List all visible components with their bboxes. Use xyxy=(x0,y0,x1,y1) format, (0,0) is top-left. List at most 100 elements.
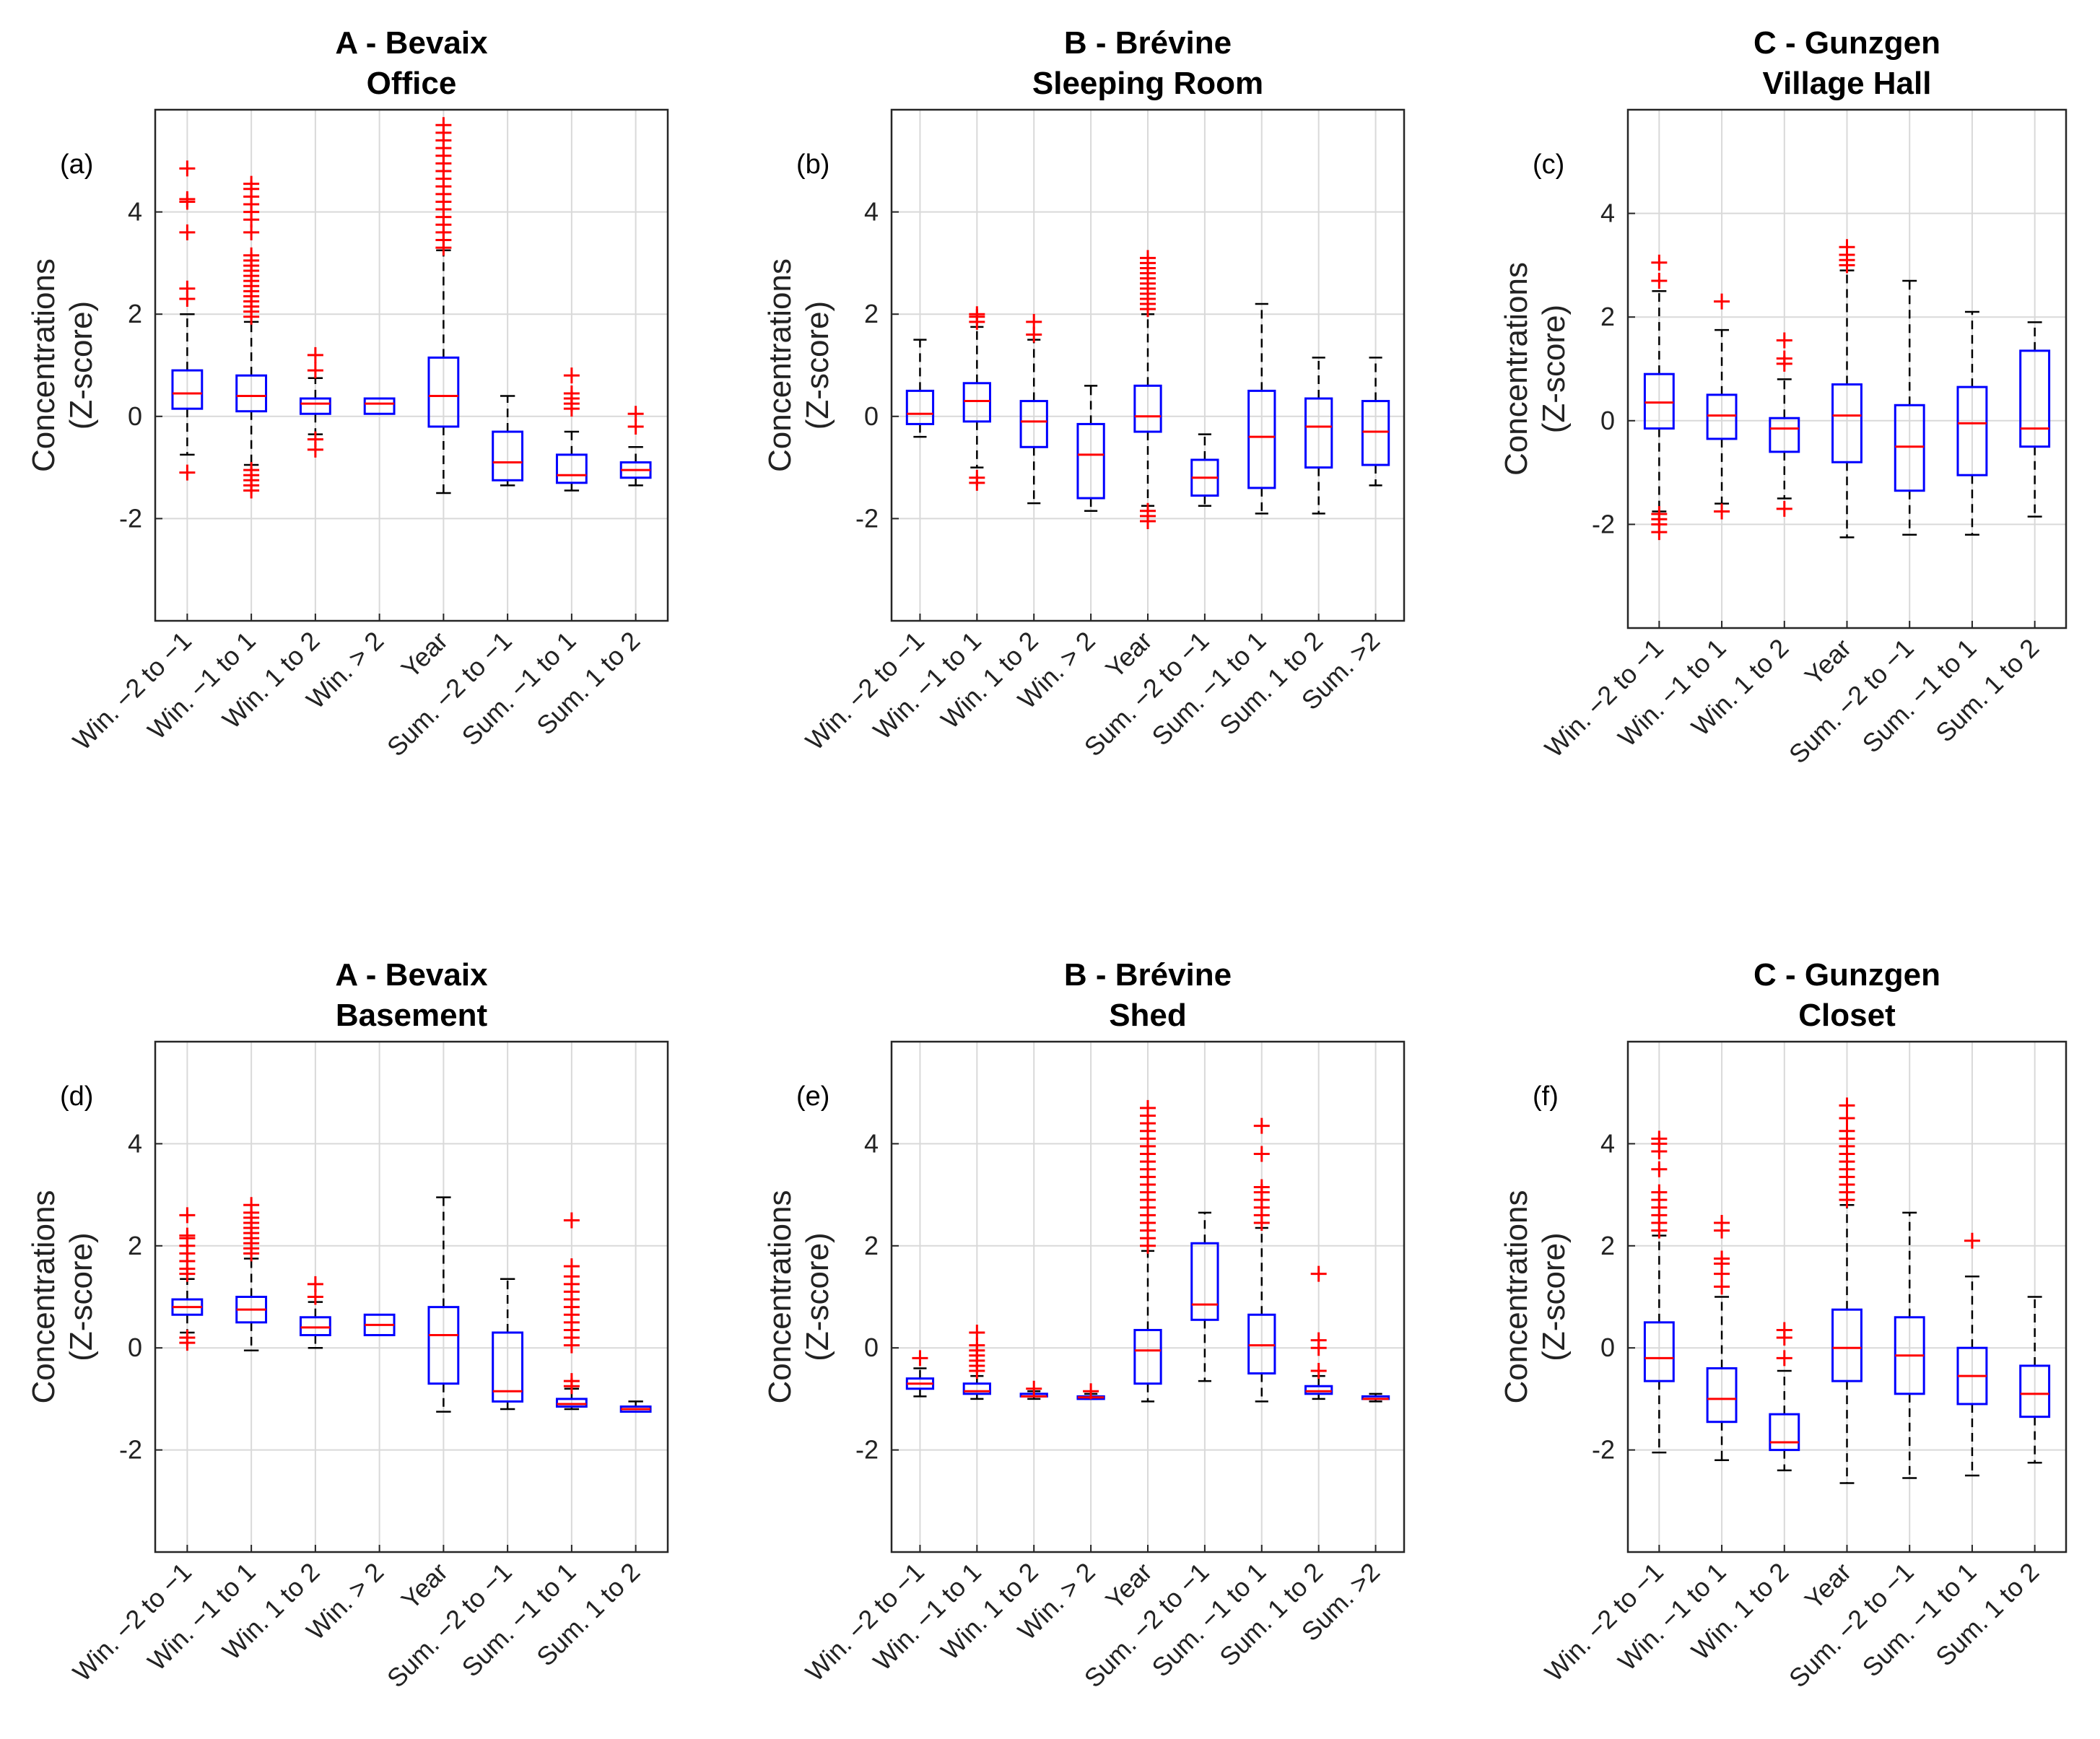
box-iqr xyxy=(555,1398,588,1408)
box-4 xyxy=(1076,1383,1105,1400)
box-iqr xyxy=(1643,1321,1675,1382)
y-tick-label: 2 xyxy=(1600,1231,1615,1260)
chart-subtitle: Closet xyxy=(1798,998,1896,1033)
box-7 xyxy=(555,367,588,492)
y-axis-label-unit: (Z-score) xyxy=(800,301,835,430)
box-5 xyxy=(1133,1099,1162,1403)
y-tick-label: 4 xyxy=(1600,199,1615,228)
chart-title: B - Brévine xyxy=(1064,25,1232,61)
y-tick-label: 2 xyxy=(864,1231,879,1260)
y-tick-label: 0 xyxy=(1600,406,1615,435)
box-6 xyxy=(492,1278,524,1411)
outlier-marker xyxy=(307,431,323,448)
y-axis-label: Concentrations xyxy=(762,258,798,472)
y-tick-label: -2 xyxy=(855,503,879,533)
outlier-marker xyxy=(1776,1322,1792,1338)
box-2 xyxy=(1706,1214,1738,1461)
outlier-marker xyxy=(179,191,196,207)
box-5 xyxy=(427,117,460,494)
outlier-marker xyxy=(969,469,985,486)
outlier-marker xyxy=(179,160,196,177)
outlier-marker xyxy=(1253,1117,1270,1134)
outlier-marker xyxy=(912,1350,928,1367)
outlier-marker xyxy=(1651,1130,1668,1147)
x-tick-label: Year xyxy=(1799,633,1857,691)
outlier-marker xyxy=(1026,313,1042,330)
y-tick-label: 2 xyxy=(128,1231,142,1260)
y-tick-label: -2 xyxy=(119,503,142,533)
panel-label: (a) xyxy=(60,149,93,180)
box-5 xyxy=(1133,250,1162,529)
y-tick-label: 0 xyxy=(864,1333,879,1362)
panel-label: (e) xyxy=(796,1081,829,1112)
box-5 xyxy=(1894,279,1925,536)
y-axis-label-unit: (Z-score) xyxy=(64,1232,99,1361)
outlier-marker xyxy=(1651,272,1668,289)
outlier-marker xyxy=(1839,1097,1855,1114)
box-iqr xyxy=(235,374,268,413)
outlier-marker xyxy=(307,347,323,363)
x-tick-label: Year xyxy=(396,1557,453,1615)
outlier-marker xyxy=(1776,350,1792,367)
box-4 xyxy=(1076,385,1105,513)
box-iqr xyxy=(171,369,204,410)
y-axis-label-unit: (Z-score) xyxy=(800,1232,835,1361)
chart-title: C - Gunzgen xyxy=(1753,957,1940,993)
outlier-marker xyxy=(1714,503,1730,520)
box-iqr xyxy=(555,453,588,484)
outlier-marker xyxy=(179,464,196,481)
box-iqr xyxy=(299,397,331,415)
y-axis-label-unit: (Z-score) xyxy=(1536,305,1572,433)
box-iqr xyxy=(905,389,935,425)
box-iqr xyxy=(1247,1313,1276,1375)
box-iqr xyxy=(1894,404,1925,492)
chart-subtitle: Office xyxy=(367,66,457,101)
chart-subtitle: Sleeping Room xyxy=(1032,66,1263,101)
box-4 xyxy=(1831,239,1862,539)
box-iqr xyxy=(363,397,396,415)
box-8 xyxy=(619,1400,652,1413)
chart-title: A - Bevaix xyxy=(335,25,488,61)
y-tick-label: 4 xyxy=(864,1128,879,1158)
outlier-marker xyxy=(1776,1350,1792,1367)
outlier-marker xyxy=(1839,239,1855,256)
outlier-marker xyxy=(1964,1232,1980,1249)
panel-a: A - Bevaix Office -2 0 2 4 Concentrations (Z-sc… xyxy=(26,25,669,762)
box-iqr xyxy=(1190,1242,1219,1321)
panel-label: (c) xyxy=(1533,149,1564,180)
outlier-marker xyxy=(435,117,452,134)
panel-b: B - Brévine Sleeping Room -2 0 2 4 Concentrati… xyxy=(762,25,1406,762)
outlier-marker xyxy=(1651,1184,1668,1200)
y-axis-label: Concentrations xyxy=(1499,262,1534,476)
box-7 xyxy=(555,1212,588,1411)
panel-label: (d) xyxy=(60,1081,93,1112)
outlier-marker xyxy=(969,306,985,323)
chart-title: A - Bevaix xyxy=(335,957,488,993)
box-6 xyxy=(1956,1232,1988,1477)
box-1 xyxy=(905,1350,935,1398)
y-tick-label: 4 xyxy=(864,197,879,227)
box-2 xyxy=(1706,293,1738,520)
box-iqr xyxy=(1769,1413,1800,1452)
box-iqr xyxy=(1643,372,1675,430)
panel-d: A - Bevaix Basement -2 0 2 4 Concentrations (Z-… xyxy=(26,957,669,1694)
panel-e: B - Brévine Shed -2 0 2 4 Concentrations (Z-sco… xyxy=(762,957,1406,1694)
box-iqr xyxy=(299,1316,331,1337)
box-iqr xyxy=(1706,393,1738,440)
chart-subtitle: Village Hall xyxy=(1763,66,1932,101)
box-8 xyxy=(619,406,652,487)
outlier-marker xyxy=(1140,250,1156,266)
y-tick-label: 2 xyxy=(1600,302,1615,331)
box-iqr xyxy=(1769,417,1800,453)
axes-frame xyxy=(154,108,669,622)
outlier-marker xyxy=(179,280,196,297)
y-tick-label: 4 xyxy=(128,197,142,227)
box-iqr xyxy=(1133,384,1162,433)
panel-c: C - Gunzgen Village Hall -2 0 2 4 Concentratio… xyxy=(1499,25,2068,770)
y-axis-label-unit: (Z-score) xyxy=(1536,1232,1572,1361)
outlier-marker xyxy=(1140,502,1156,519)
outlier-marker xyxy=(179,1330,196,1346)
box-3 xyxy=(299,1276,331,1349)
box-2 xyxy=(962,306,991,491)
